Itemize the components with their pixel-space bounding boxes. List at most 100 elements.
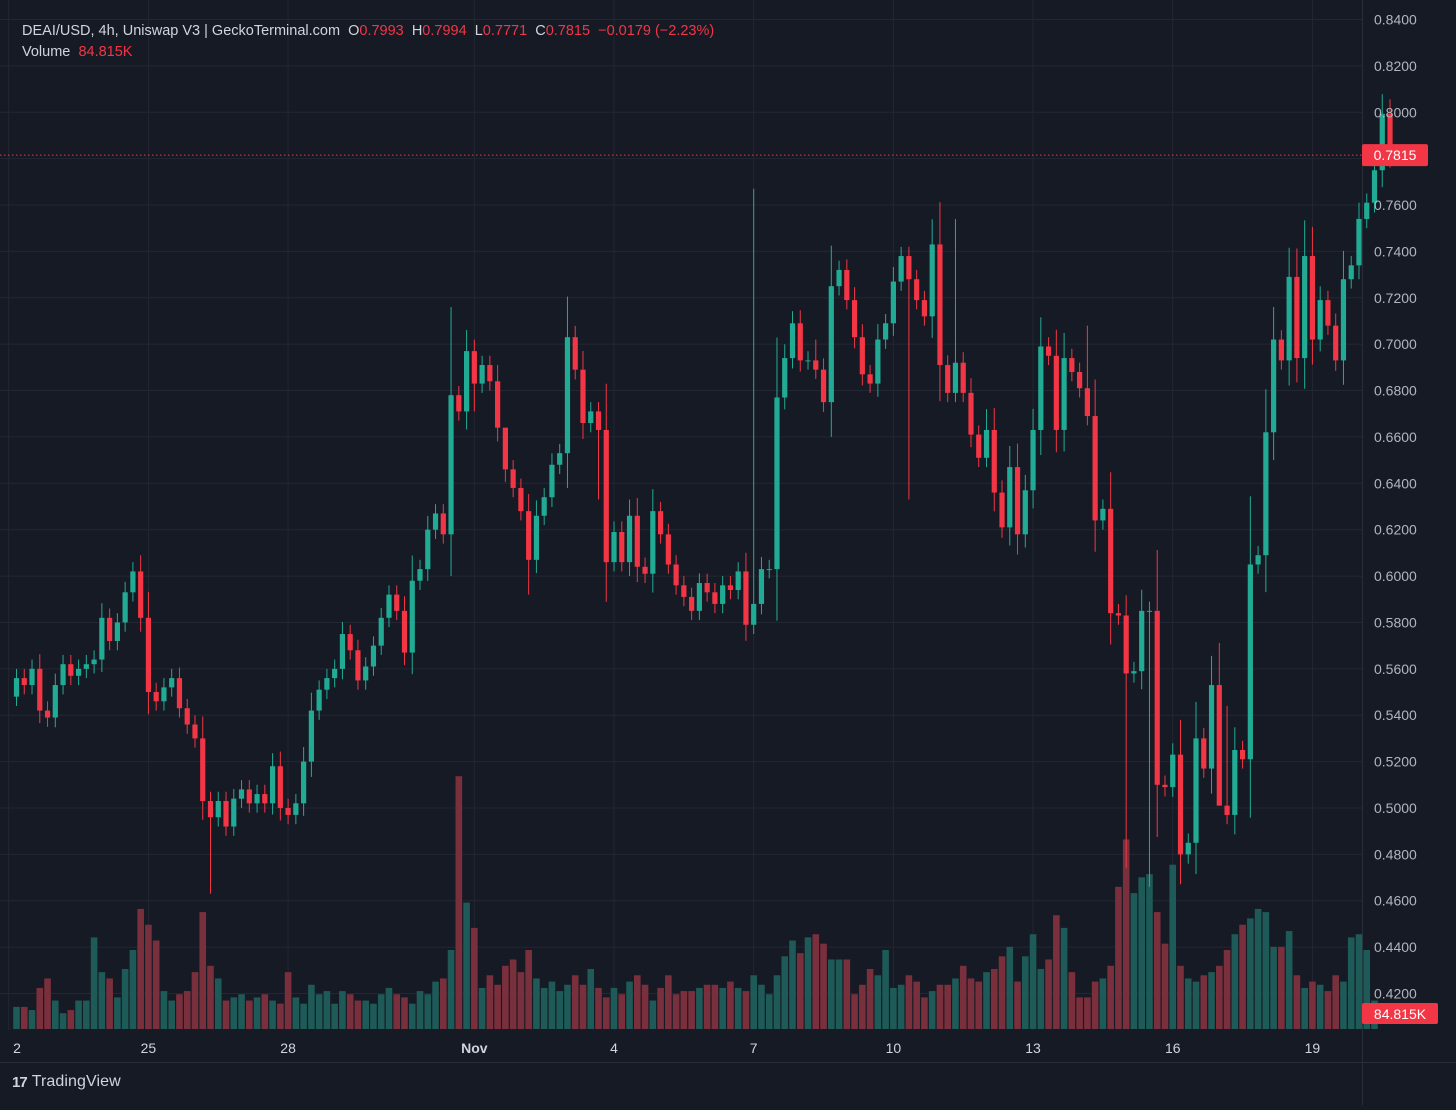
candle-body <box>355 650 361 681</box>
volume-bar <box>1216 965 1223 1029</box>
candle-body <box>425 529 431 570</box>
candle-body <box>269 766 276 804</box>
price-tick-label: 0.7600 <box>1374 197 1417 213</box>
volume-bar <box>129 950 137 1029</box>
candle-body <box>968 392 974 435</box>
last-price-badge: 0.7815 <box>1362 144 1428 167</box>
volume-bar <box>1223 950 1231 1029</box>
volume-bar <box>952 978 959 1029</box>
volume-bar <box>323 991 331 1029</box>
volume-bar <box>657 987 664 1029</box>
candle-body <box>991 429 997 493</box>
candle-body <box>161 687 167 702</box>
candle-body <box>60 664 66 686</box>
price-tick-label: 0.8200 <box>1374 58 1417 74</box>
candle-body <box>1364 202 1370 219</box>
candle-body <box>1317 300 1323 340</box>
volume-bar <box>1014 981 1021 1029</box>
volume-bar <box>587 968 595 1029</box>
volume-bar <box>183 991 191 1029</box>
volume-bars <box>13 776 1378 1029</box>
volume-bar <box>478 987 486 1029</box>
price-tick-label: 0.7000 <box>1374 336 1417 352</box>
low-value: 0.7771 <box>482 23 528 39</box>
price-tick-label: 0.5400 <box>1374 707 1417 723</box>
volume-bar <box>517 972 525 1029</box>
volume-bar <box>959 965 967 1029</box>
volume-bar <box>1029 934 1037 1029</box>
candle-body <box>735 571 741 590</box>
volume-bar <box>859 984 866 1029</box>
candle-body <box>782 358 788 398</box>
tradingview-logo[interactable]: 17 TradingView <box>12 1073 121 1091</box>
volume-bar <box>990 968 998 1029</box>
volume-bar <box>1115 886 1122 1029</box>
candle-body <box>1139 610 1145 672</box>
candle-body <box>238 789 245 799</box>
volume-bar <box>346 994 354 1029</box>
volume-value: 84.815K <box>78 44 133 60</box>
volume-bar <box>106 978 113 1029</box>
candle-body <box>572 337 578 370</box>
volume-bar <box>315 994 323 1029</box>
candle-body <box>487 365 493 382</box>
candle-body <box>246 789 252 804</box>
legend-price-row: DEAI/USD, 4h, Uniswap V3 | GeckoTerminal… <box>22 21 714 42</box>
time-tick-label: Nov <box>461 1040 488 1056</box>
price-tick-label: 0.5800 <box>1374 614 1417 630</box>
candle-body <box>301 761 307 804</box>
volume-bar <box>641 984 649 1029</box>
price-tick-label: 0.6800 <box>1374 383 1417 399</box>
candle-body <box>580 369 586 424</box>
close-value: 0.7815 <box>545 23 591 39</box>
price-tick-label: 0.8400 <box>1374 12 1417 28</box>
volume-bar <box>284 972 292 1029</box>
candle-body <box>1201 738 1207 769</box>
volume-bar <box>230 997 238 1029</box>
volume-bar <box>1022 956 1029 1029</box>
volume-bar <box>890 987 897 1029</box>
volume-bar <box>820 943 827 1029</box>
candle-body <box>502 427 508 470</box>
volume-bar <box>1122 839 1130 1029</box>
symbol-label: DEAI/USD, 4h, Uniswap V3 | GeckoTerminal… <box>22 23 341 39</box>
volume-bar <box>28 1010 36 1029</box>
candle-body <box>21 678 27 686</box>
candle-body <box>1123 615 1129 674</box>
high-label: H <box>411 23 423 39</box>
volume-bar <box>579 984 587 1029</box>
candle-body <box>1030 429 1036 491</box>
volume-bar <box>98 972 106 1029</box>
candle-body <box>1007 467 1013 528</box>
candle-body <box>1302 256 1308 359</box>
volume-bar <box>1270 946 1277 1029</box>
volume-bar <box>944 984 951 1029</box>
last-price-badge-bg <box>1362 144 1428 167</box>
candle-body <box>797 323 803 361</box>
volume-bar <box>67 1010 75 1029</box>
candle-body <box>921 300 928 317</box>
candle-body <box>1069 358 1075 372</box>
candle-body <box>1356 218 1362 266</box>
price-tick-label: 0.4400 <box>1374 939 1417 955</box>
candle-body <box>518 487 524 512</box>
candle-body <box>432 513 439 530</box>
candle-body <box>937 244 943 366</box>
volume-bar <box>688 991 695 1029</box>
volume-bar <box>1254 908 1262 1029</box>
price-tick-label: 0.5200 <box>1374 754 1417 770</box>
candle-body <box>1379 113 1385 171</box>
volume-bar <box>843 959 851 1029</box>
volume-bar <box>1192 981 1200 1029</box>
candle-body <box>324 678 330 690</box>
candle-body <box>898 256 904 282</box>
volume-bar <box>634 975 641 1029</box>
volume-bar <box>905 975 913 1029</box>
candle-body <box>704 583 710 593</box>
volume-bar <box>1169 864 1177 1029</box>
candle-body <box>689 596 695 611</box>
candle-body <box>906 256 912 280</box>
candle-body <box>828 286 834 403</box>
candle-body <box>1022 490 1028 535</box>
